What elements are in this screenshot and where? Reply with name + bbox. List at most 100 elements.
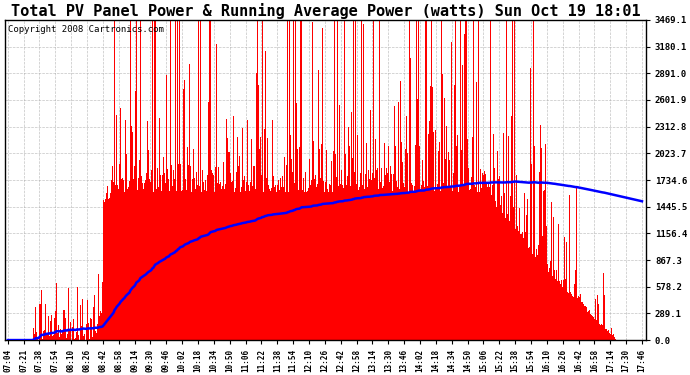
Bar bbox=[33, 328, 34, 340]
Bar bbox=[44, 330, 45, 340]
Bar bbox=[112, 166, 113, 340]
Bar bbox=[497, 151, 498, 340]
Bar bbox=[284, 157, 285, 340]
Bar bbox=[388, 146, 389, 340]
Bar bbox=[58, 326, 59, 340]
Bar bbox=[144, 183, 145, 340]
Bar bbox=[492, 185, 493, 340]
Bar bbox=[507, 214, 508, 340]
Bar bbox=[106, 193, 107, 340]
Bar bbox=[74, 339, 75, 340]
Bar bbox=[107, 186, 108, 340]
Bar bbox=[118, 189, 119, 340]
Bar bbox=[531, 164, 532, 340]
Bar bbox=[590, 315, 591, 340]
Bar bbox=[560, 284, 562, 340]
Bar bbox=[360, 173, 362, 340]
Bar bbox=[125, 120, 126, 340]
Bar bbox=[588, 311, 589, 340]
Bar bbox=[595, 300, 596, 340]
Bar bbox=[375, 139, 376, 340]
Bar bbox=[113, 182, 114, 340]
Bar bbox=[63, 310, 65, 340]
Bar bbox=[547, 264, 549, 340]
Bar bbox=[263, 192, 264, 340]
Bar bbox=[182, 190, 184, 340]
Bar bbox=[298, 190, 299, 340]
Bar bbox=[166, 169, 168, 340]
Bar bbox=[523, 238, 524, 340]
Bar bbox=[232, 181, 233, 340]
Bar bbox=[417, 99, 418, 340]
Bar bbox=[532, 254, 533, 340]
Bar bbox=[369, 179, 371, 340]
Bar bbox=[533, 146, 535, 340]
Bar bbox=[95, 331, 97, 340]
Bar bbox=[150, 170, 152, 340]
Bar bbox=[538, 245, 539, 340]
Bar bbox=[282, 176, 284, 340]
Bar bbox=[476, 81, 477, 340]
Bar bbox=[343, 188, 344, 340]
Bar bbox=[255, 74, 257, 340]
Bar bbox=[519, 208, 520, 340]
Bar bbox=[359, 160, 360, 340]
Bar bbox=[275, 185, 277, 340]
Bar bbox=[287, 20, 288, 340]
Bar bbox=[137, 190, 138, 340]
Bar bbox=[172, 150, 173, 340]
Bar bbox=[51, 315, 52, 340]
Bar bbox=[165, 183, 166, 340]
Bar bbox=[508, 136, 509, 340]
Bar bbox=[211, 171, 212, 340]
Bar bbox=[331, 161, 332, 340]
Bar bbox=[573, 297, 574, 340]
Bar bbox=[291, 159, 293, 340]
Bar bbox=[416, 20, 417, 340]
Bar bbox=[583, 304, 584, 340]
Bar bbox=[555, 279, 556, 340]
Bar bbox=[327, 189, 328, 340]
Bar bbox=[201, 192, 202, 340]
Bar bbox=[310, 185, 311, 340]
Bar bbox=[562, 287, 563, 340]
Bar bbox=[408, 192, 409, 340]
Bar bbox=[506, 20, 507, 340]
Bar bbox=[72, 318, 74, 340]
Bar bbox=[186, 190, 188, 340]
Bar bbox=[316, 187, 317, 340]
Bar bbox=[253, 166, 254, 340]
Bar bbox=[514, 20, 515, 340]
Bar bbox=[594, 319, 595, 340]
Bar bbox=[229, 152, 230, 340]
Bar bbox=[67, 334, 68, 340]
Bar bbox=[427, 186, 428, 340]
Bar bbox=[92, 337, 93, 340]
Bar bbox=[115, 184, 116, 340]
Bar bbox=[273, 176, 275, 340]
Bar bbox=[313, 141, 314, 340]
Bar bbox=[481, 188, 482, 340]
Bar bbox=[81, 326, 83, 340]
Bar bbox=[464, 33, 465, 340]
Bar bbox=[179, 20, 180, 340]
Bar bbox=[181, 191, 182, 340]
Bar bbox=[442, 183, 444, 340]
Bar bbox=[163, 157, 164, 340]
Bar bbox=[377, 168, 378, 340]
Bar bbox=[208, 102, 209, 340]
Bar bbox=[600, 325, 601, 340]
Bar bbox=[301, 20, 302, 340]
Bar bbox=[425, 20, 426, 340]
Bar bbox=[469, 190, 471, 340]
Bar bbox=[130, 20, 131, 340]
Bar bbox=[344, 20, 345, 340]
Bar bbox=[472, 137, 473, 340]
Bar bbox=[524, 232, 526, 340]
Bar bbox=[563, 280, 564, 340]
Bar bbox=[257, 85, 259, 340]
Bar bbox=[455, 20, 457, 340]
Bar bbox=[440, 190, 441, 340]
Bar bbox=[319, 148, 320, 340]
Bar bbox=[453, 163, 455, 340]
